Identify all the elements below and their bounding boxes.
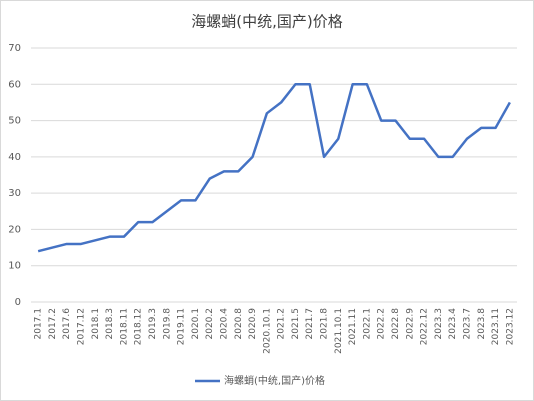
x-tick-label: 2023.4 xyxy=(448,308,458,340)
y-tick-label: 40 xyxy=(8,152,21,163)
x-tick-label: 2017.6 xyxy=(62,308,72,340)
x-tick-label: 2023.12 xyxy=(505,308,515,345)
x-tick-label: 2020.8 xyxy=(234,308,244,340)
x-tick-label: 2017.12 xyxy=(77,308,87,345)
x-tick-label: 2021.5 xyxy=(291,308,301,340)
x-tick-label: 2020.4 xyxy=(219,308,229,340)
y-tick-label: 10 xyxy=(8,261,21,272)
y-tick-label: 30 xyxy=(8,188,21,199)
line-series xyxy=(37,83,511,253)
y-tick-label: 20 xyxy=(8,224,21,235)
x-tick-label: 2019.8 xyxy=(162,308,172,340)
x-tick-label: 2018.12 xyxy=(134,308,144,345)
x-tick-label: 2021.2 xyxy=(277,308,287,340)
x-tick-label: 2023.8 xyxy=(477,308,487,340)
x-tick-label: 2023.7 xyxy=(462,308,472,340)
x-tick-label: 2019.3 xyxy=(148,308,158,340)
x-tick-label: 2022.1 xyxy=(362,308,372,340)
x-tick-label: 2017.2 xyxy=(48,308,58,340)
x-tick-label: 2022.2 xyxy=(377,308,387,340)
x-tick-label: 2020.9 xyxy=(248,308,258,340)
y-tick-label: 0 xyxy=(15,297,21,308)
x-tick-label: 2022.12 xyxy=(420,308,430,345)
x-tick-label: 2023.11 xyxy=(491,308,501,345)
x-tick-label: 2022.9 xyxy=(405,308,415,340)
x-tick-label: 2018.1 xyxy=(91,308,101,340)
x-tick-label: 2020.1 xyxy=(191,308,201,340)
y-tick-label: 60 xyxy=(8,79,21,90)
y-tick-label: 50 xyxy=(8,116,21,127)
x-tick-label: 2022.8 xyxy=(391,308,401,340)
x-tick-label: 2020.2 xyxy=(205,308,215,340)
x-tick-label: 2020.10.1 xyxy=(262,308,272,354)
x-tick-label: 2021.11 xyxy=(348,308,358,345)
y-tick-label: 70 xyxy=(8,43,21,54)
chart-title: 海螺蛸(中统,国产)价格 xyxy=(191,13,342,31)
x-tick-label: 2023.3 xyxy=(434,308,444,340)
x-tick-label: 2019.11 xyxy=(177,308,187,345)
x-tick-label: 2021.8 xyxy=(320,308,330,340)
x-tick-label: 2021.10.1 xyxy=(334,308,344,354)
x-tick-label: 2021.7 xyxy=(305,308,315,340)
x-tick-label: 2018.11 xyxy=(119,308,129,345)
x-tick-label: 2018.3 xyxy=(105,308,115,340)
x-tick-label: 2017.1 xyxy=(34,308,44,340)
legend-label: 海螺蛸(中统,国产)价格 xyxy=(224,374,325,387)
